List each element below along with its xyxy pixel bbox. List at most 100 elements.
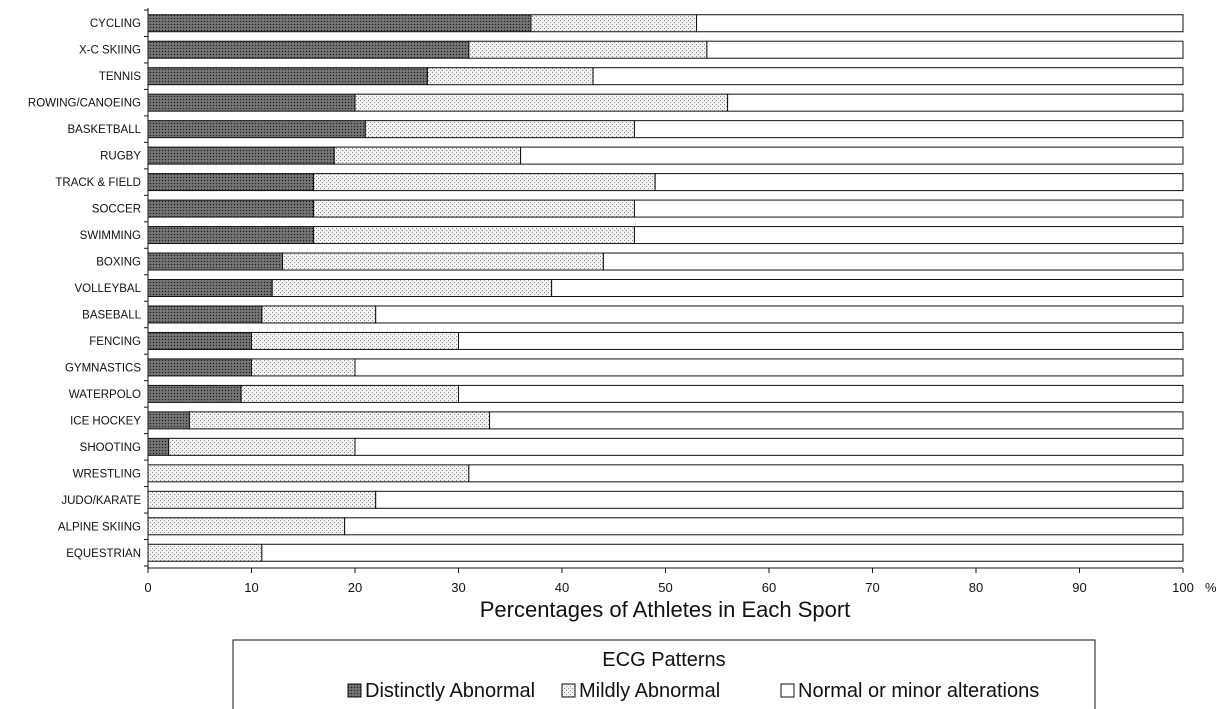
- bar-tennis-normal-or-minor-alterations: [592, 67, 1184, 86]
- bar-baseball-distinctly-abnormal: [147, 305, 263, 324]
- bar-track-field-normal-or-minor-alterations: [654, 173, 1184, 192]
- bar-swimming-normal-or-minor-alterations: [633, 226, 1184, 245]
- x-tick-label-10: 10: [244, 580, 258, 595]
- x-tick-labels: 0 10 20 30 40 50 60 70 80 90 100: [144, 568, 1194, 595]
- bar-rugby-mildly-abnormal: [333, 146, 522, 165]
- category-label-alpine-skiing: ALPINE SKIING: [58, 521, 141, 533]
- bar-fencing-mildly-abnormal: [251, 331, 459, 350]
- category-label-x-c-skiing: X-C SKIING: [79, 45, 141, 57]
- bar-judo-karate-mildly-abnormal: [147, 490, 377, 509]
- bar-alpine-skiing-mildly-abnormal: [147, 517, 346, 536]
- bar-basketball-distinctly-abnormal: [147, 120, 366, 139]
- legend-swatch-distinctly-abnormal: [347, 683, 362, 698]
- bar-tennis-distinctly-abnormal: [147, 67, 428, 86]
- bar-equestrian-normal-or-minor-alterations: [261, 543, 1184, 562]
- bar-baseball-normal-or-minor-alterations: [375, 305, 1184, 324]
- bar-fencing-distinctly-abnormal: [147, 331, 252, 350]
- x-tick-label-100: 100: [1172, 580, 1194, 595]
- legend-label-normal-or-minor-alterations: Normal or minor alterations: [798, 680, 1039, 702]
- bar-shooting-normal-or-minor-alterations: [354, 437, 1184, 456]
- category-label-boxing: BOXING: [96, 257, 141, 269]
- bar-gymnastics-normal-or-minor-alterations: [354, 358, 1184, 377]
- bar-waterpolo-normal-or-minor-alterations: [458, 384, 1184, 403]
- bar-ice-hockey-distinctly-abnormal: [147, 411, 190, 430]
- bar-baseball-mildly-abnormal: [261, 305, 377, 324]
- bar-volleybal-mildly-abnormal: [271, 279, 553, 297]
- x-axis-title: Percentages of Athletes in Each Sport: [480, 597, 851, 622]
- bars: [147, 14, 1184, 562]
- bar-soccer-mildly-abnormal: [313, 199, 635, 218]
- x-tick-label-60: 60: [762, 580, 776, 595]
- x-tick-label-50: 50: [658, 580, 672, 595]
- bar-basketball-normal-or-minor-alterations: [633, 120, 1184, 139]
- category-label-ice-hockey: ICE HOCKEY: [70, 415, 141, 427]
- bar-cycling-normal-or-minor-alterations: [696, 14, 1184, 33]
- category-label-cycling: CYCLING: [90, 18, 141, 30]
- x-tick-label-40: 40: [555, 580, 569, 595]
- bar-cycling-mildly-abnormal: [530, 14, 698, 33]
- bar-x-c-skiing-distinctly-abnormal: [147, 40, 470, 59]
- category-label-waterpolo: WATERPOLO: [69, 389, 141, 401]
- bar-rowing-canoeing-distinctly-abnormal: [147, 93, 356, 112]
- bar-wrestling-normal-or-minor-alterations: [468, 464, 1184, 483]
- x-tick-label-70: 70: [865, 580, 879, 595]
- x-unit-label: %: [1205, 580, 1217, 595]
- x-tick-label-90: 90: [1072, 580, 1086, 595]
- category-label-wrestling: WRESTLING: [73, 468, 141, 480]
- category-label-volleybal: VOLLEYBAL: [75, 283, 142, 295]
- legend-label-distinctly-abnormal: Distinctly Abnormal: [365, 680, 535, 702]
- legend-label-mildly-abnormal: Mildly Abnormal: [579, 680, 720, 702]
- bar-soccer-normal-or-minor-alterations: [633, 199, 1184, 218]
- bar-gymnastics-mildly-abnormal: [251, 358, 356, 377]
- category-label-rugby: RUGBY: [100, 151, 141, 163]
- x-tick-label-30: 30: [451, 580, 465, 595]
- x-tick-label-80: 80: [969, 580, 983, 595]
- bar-boxing-distinctly-abnormal: [147, 252, 284, 271]
- category-label-gymnastics: GYMNASTICS: [65, 362, 141, 374]
- category-label-equestrian: EQUESTRIAN: [66, 548, 141, 560]
- bar-judo-karate-normal-or-minor-alterations: [375, 490, 1184, 509]
- bar-volleybal-distinctly-abnormal: [147, 279, 273, 297]
- category-label-swimming: SWIMMING: [80, 230, 141, 242]
- bar-shooting-distinctly-abnormal: [147, 437, 170, 456]
- bar-swimming-mildly-abnormal: [313, 226, 635, 245]
- bar-cycling-distinctly-abnormal: [147, 14, 532, 33]
- bar-shooting-mildly-abnormal: [168, 437, 356, 456]
- category-label-basketball: BASKETBALL: [67, 124, 141, 136]
- bar-ice-hockey-normal-or-minor-alterations: [489, 411, 1184, 430]
- category-label-track-field: TRACK & FIELD: [55, 177, 141, 189]
- legend-title: ECG Patterns: [602, 649, 725, 671]
- bar-ice-hockey-mildly-abnormal: [188, 411, 491, 430]
- bar-gymnastics-distinctly-abnormal: [147, 358, 252, 377]
- x-tick-label-0: 0: [144, 580, 151, 595]
- bar-soccer-distinctly-abnormal: [147, 199, 315, 218]
- category-label-tennis: TENNIS: [99, 71, 142, 83]
- bar-x-c-skiing-mildly-abnormal: [468, 40, 708, 59]
- bar-swimming-distinctly-abnormal: [147, 226, 315, 245]
- bar-rowing-canoeing-normal-or-minor-alterations: [727, 93, 1184, 112]
- x-tick-label-20: 20: [348, 580, 362, 595]
- bar-alpine-skiing-normal-or-minor-alterations: [344, 517, 1184, 536]
- category-label-shooting: SHOOTING: [80, 442, 141, 454]
- bar-x-c-skiing-normal-or-minor-alterations: [706, 40, 1184, 59]
- bar-boxing-mildly-abnormal: [282, 252, 604, 271]
- bar-waterpolo-mildly-abnormal: [240, 384, 459, 403]
- bar-basketball-mildly-abnormal: [364, 120, 635, 139]
- category-label-rowing-canoeing: ROWING/CANOEING: [28, 98, 141, 110]
- bar-rugby-normal-or-minor-alterations: [520, 146, 1184, 165]
- category-label-fencing: FENCING: [89, 336, 141, 348]
- category-labels: CYCLING X-C SKIING TENNIS ROWING/CANOEING BA…: [28, 18, 142, 560]
- category-label-soccer: SOCCER: [92, 204, 141, 216]
- bar-fencing-normal-or-minor-alterations: [458, 331, 1184, 350]
- bar-waterpolo-distinctly-abnormal: [147, 384, 242, 403]
- bar-track-field-distinctly-abnormal: [147, 173, 315, 192]
- category-label-baseball: BASEBALL: [82, 309, 141, 321]
- category-label-judo-karate: JUDO/KARATE: [61, 495, 141, 507]
- bar-tennis-mildly-abnormal: [426, 67, 594, 86]
- legend: ECG Patterns Distinctly Abnormal Mildly A…: [232, 639, 1096, 709]
- bar-track-field-mildly-abnormal: [313, 173, 656, 192]
- legend-swatch-normal-or-minor-alterations: [780, 683, 795, 698]
- legend-box: [232, 639, 1096, 709]
- bar-rowing-canoeing-mildly-abnormal: [354, 93, 729, 112]
